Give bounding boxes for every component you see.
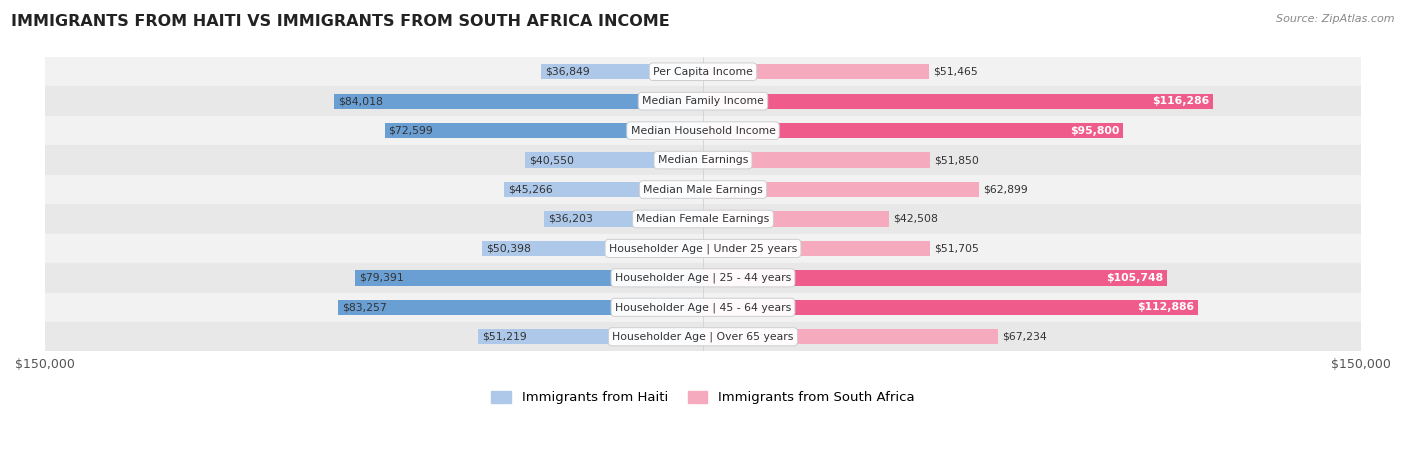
Bar xyxy=(45,57,1361,86)
Text: $79,391: $79,391 xyxy=(359,273,404,283)
Text: IMMIGRANTS FROM HAITI VS IMMIGRANTS FROM SOUTH AFRICA INCOME: IMMIGRANTS FROM HAITI VS IMMIGRANTS FROM… xyxy=(11,14,671,29)
Text: $67,234: $67,234 xyxy=(1002,332,1046,342)
Bar xyxy=(45,263,1361,293)
Bar xyxy=(703,123,1123,138)
Text: Per Capita Income: Per Capita Income xyxy=(652,67,754,77)
Text: Median Household Income: Median Household Income xyxy=(630,126,776,135)
Text: Householder Age | Under 25 years: Householder Age | Under 25 years xyxy=(609,243,797,254)
Text: $116,286: $116,286 xyxy=(1152,96,1209,106)
Bar xyxy=(45,322,1361,352)
Text: $62,899: $62,899 xyxy=(983,184,1028,195)
Text: $45,266: $45,266 xyxy=(509,184,553,195)
Bar xyxy=(45,175,1361,204)
Bar xyxy=(45,116,1361,145)
Bar xyxy=(541,64,703,79)
Text: $51,465: $51,465 xyxy=(932,67,977,77)
Bar xyxy=(478,329,703,344)
Text: $51,705: $51,705 xyxy=(934,243,979,254)
Bar xyxy=(337,300,703,315)
Text: Householder Age | 45 - 64 years: Householder Age | 45 - 64 years xyxy=(614,302,792,312)
Bar xyxy=(703,182,979,197)
Text: $50,398: $50,398 xyxy=(486,243,530,254)
Text: Householder Age | Over 65 years: Householder Age | Over 65 years xyxy=(612,332,794,342)
Legend: Immigrants from Haiti, Immigrants from South Africa: Immigrants from Haiti, Immigrants from S… xyxy=(486,386,920,410)
Bar xyxy=(703,64,929,79)
Text: $36,849: $36,849 xyxy=(546,67,591,77)
Bar xyxy=(524,152,703,168)
Bar xyxy=(703,93,1213,109)
Bar xyxy=(544,211,703,226)
Text: $112,886: $112,886 xyxy=(1137,302,1194,312)
Text: $72,599: $72,599 xyxy=(388,126,433,135)
Text: $36,203: $36,203 xyxy=(548,214,593,224)
Text: $51,219: $51,219 xyxy=(482,332,527,342)
Text: Median Female Earnings: Median Female Earnings xyxy=(637,214,769,224)
Text: Source: ZipAtlas.com: Source: ZipAtlas.com xyxy=(1277,14,1395,24)
Bar xyxy=(354,270,703,285)
Bar xyxy=(482,241,703,256)
Bar xyxy=(45,293,1361,322)
Bar xyxy=(384,123,703,138)
Bar xyxy=(335,93,703,109)
Bar xyxy=(703,241,929,256)
Bar xyxy=(45,86,1361,116)
Bar xyxy=(45,145,1361,175)
Text: $95,800: $95,800 xyxy=(1070,126,1119,135)
Text: Median Family Income: Median Family Income xyxy=(643,96,763,106)
Text: Median Earnings: Median Earnings xyxy=(658,155,748,165)
Bar xyxy=(45,234,1361,263)
Text: $40,550: $40,550 xyxy=(529,155,574,165)
Bar xyxy=(703,152,931,168)
Text: Householder Age | 25 - 44 years: Householder Age | 25 - 44 years xyxy=(614,273,792,283)
Text: $84,018: $84,018 xyxy=(339,96,384,106)
Text: Median Male Earnings: Median Male Earnings xyxy=(643,184,763,195)
Bar xyxy=(45,204,1361,234)
Text: $105,748: $105,748 xyxy=(1107,273,1163,283)
Text: $83,257: $83,257 xyxy=(342,302,387,312)
Bar xyxy=(505,182,703,197)
Bar xyxy=(703,211,890,226)
Text: $51,850: $51,850 xyxy=(935,155,980,165)
Bar xyxy=(703,329,998,344)
Bar xyxy=(703,270,1167,285)
Text: $42,508: $42,508 xyxy=(893,214,938,224)
Bar xyxy=(703,300,1198,315)
